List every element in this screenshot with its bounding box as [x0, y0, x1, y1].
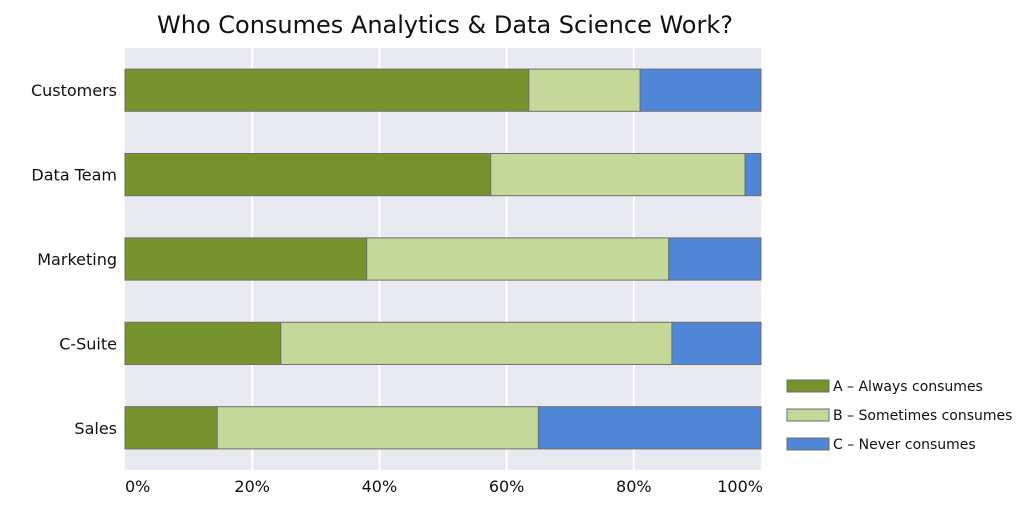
category-label: Marketing [37, 250, 117, 269]
legend-label: C – Never consumes [833, 437, 976, 453]
bar-segment [537, 406, 762, 450]
bar-segment [528, 68, 641, 112]
x-tick-label: 20% [234, 477, 270, 496]
bar-segment [490, 153, 746, 197]
category-label: Sales [74, 419, 117, 438]
category-labels: Customers Data Team Marketing C-Suite Sales [31, 81, 117, 438]
category-label: C-Suite [59, 334, 117, 353]
category-label: Customers [31, 81, 117, 100]
bars [124, 68, 762, 450]
legend-swatch [786, 408, 830, 422]
chart-title: Who Consumes Analytics & Data Science Wo… [157, 11, 733, 39]
x-tick-label: 0% [125, 477, 150, 496]
bar-segment [639, 68, 762, 112]
bar-segment [124, 321, 282, 365]
legend: A – Always consumes B – Sometimes consume… [786, 379, 1012, 453]
bar-segment [124, 68, 530, 112]
bar-segment [124, 406, 218, 450]
bar-segment [216, 406, 539, 450]
bar-segment [124, 237, 368, 281]
bar-segment [744, 153, 762, 197]
x-tick-label: 40% [362, 477, 398, 496]
legend-swatch [786, 437, 830, 451]
x-tick-label: 100% [717, 477, 763, 496]
bar-segment [668, 237, 762, 281]
bar-segment [124, 153, 492, 197]
legend-swatch [786, 379, 830, 393]
category-label: Data Team [31, 166, 117, 185]
x-axis-ticks: 0% 20% 40% 60% 80% 100% [125, 477, 763, 496]
x-tick-label: 80% [616, 477, 652, 496]
bar-segment [280, 321, 673, 365]
x-tick-label: 60% [489, 477, 525, 496]
bar-segment [366, 237, 670, 281]
legend-label: B – Sometimes consumes [833, 408, 1012, 424]
bar-segment [671, 321, 762, 365]
legend-label: A – Always consumes [833, 379, 983, 395]
